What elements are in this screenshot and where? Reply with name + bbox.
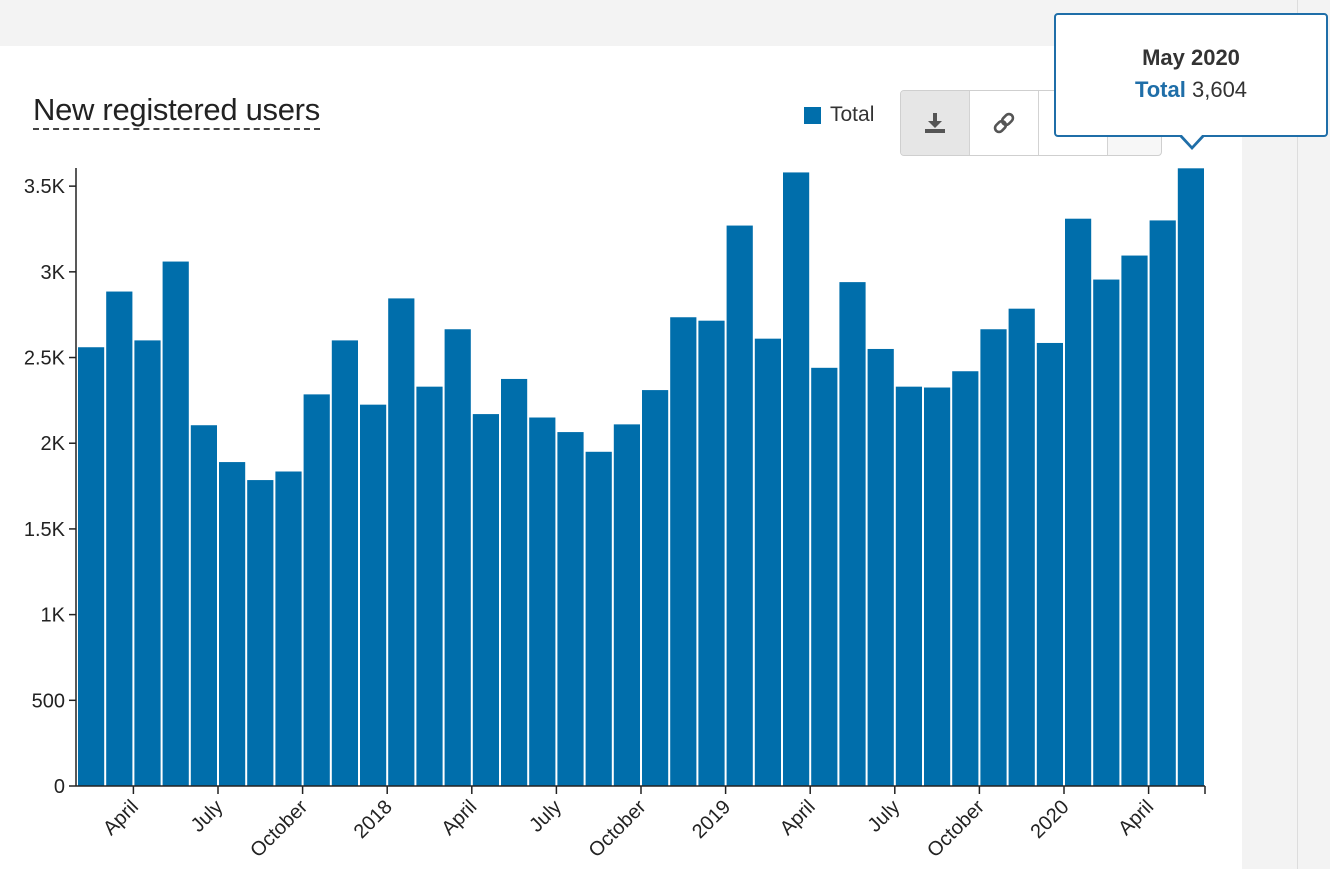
x-tick-label: October bbox=[246, 796, 312, 862]
bar[interactable] bbox=[134, 340, 161, 786]
bar-chart: 0 500 1K 1.5K 2K 2.5K 3K 3.5K April July October 2… bbox=[24, 168, 1206, 862]
bar[interactable] bbox=[1177, 168, 1204, 786]
bar[interactable] bbox=[529, 417, 556, 786]
bar[interactable] bbox=[247, 480, 274, 786]
chart-title[interactable]: New registered users bbox=[33, 92, 320, 130]
x-tick-label: April bbox=[1114, 796, 1158, 840]
bar[interactable] bbox=[754, 338, 781, 786]
link-icon bbox=[993, 112, 1015, 134]
bar[interactable] bbox=[219, 462, 246, 786]
bars bbox=[78, 168, 1204, 787]
bar[interactable] bbox=[1065, 218, 1092, 786]
bar[interactable] bbox=[190, 425, 217, 786]
tooltip-value: 3,604 bbox=[1191, 77, 1248, 102]
right-gutter bbox=[1242, 46, 1330, 869]
bar[interactable] bbox=[1036, 342, 1063, 786]
bar[interactable] bbox=[980, 329, 1007, 786]
x-tick-label: April bbox=[99, 796, 143, 840]
y-tick-label: 2K bbox=[41, 433, 66, 455]
bar[interactable] bbox=[162, 261, 189, 786]
x-axis: April July October 2018 April July October 2019… bbox=[76, 785, 1206, 862]
x-tick-label: 2020 bbox=[1027, 796, 1074, 843]
bar[interactable] bbox=[783, 172, 810, 786]
bar[interactable] bbox=[1149, 220, 1176, 787]
bar[interactable] bbox=[444, 329, 471, 786]
download-icon bbox=[925, 113, 945, 133]
bar[interactable] bbox=[698, 320, 725, 786]
x-tick-label: 2019 bbox=[688, 796, 735, 843]
x-tick-label: July bbox=[187, 796, 228, 837]
bar[interactable] bbox=[839, 282, 866, 786]
x-tick-label: July bbox=[525, 796, 566, 837]
x-tick-label: October bbox=[585, 796, 651, 862]
y-tick-label: 3.5K bbox=[24, 176, 66, 198]
y-tick-label: 2.5K bbox=[24, 348, 66, 370]
link-button[interactable] bbox=[970, 91, 1039, 155]
tooltip-date: May 2020 bbox=[1142, 45, 1240, 70]
tooltip-arrow-inner bbox=[1181, 134, 1203, 146]
bar[interactable] bbox=[867, 348, 894, 786]
y-tick-label: 1K bbox=[41, 605, 66, 627]
bar[interactable] bbox=[78, 347, 105, 786]
bar[interactable] bbox=[388, 298, 415, 786]
bar[interactable] bbox=[811, 367, 838, 786]
bar[interactable] bbox=[275, 471, 302, 787]
bar[interactable] bbox=[472, 414, 499, 786]
chart-legend[interactable]: Total bbox=[804, 102, 874, 128]
bar[interactable] bbox=[895, 386, 922, 786]
x-tick-label: 2018 bbox=[350, 796, 397, 843]
bar[interactable] bbox=[642, 390, 669, 786]
bar[interactable] bbox=[613, 424, 640, 786]
bar[interactable] bbox=[670, 317, 697, 786]
x-tick-label: April bbox=[776, 796, 820, 840]
y-tick-label: 0 bbox=[54, 776, 65, 798]
legend-label: Total bbox=[830, 103, 875, 126]
y-tick-label: 500 bbox=[32, 690, 65, 712]
legend-swatch bbox=[804, 106, 821, 124]
download-button[interactable] bbox=[901, 91, 970, 155]
bar[interactable] bbox=[557, 432, 584, 786]
right-divider bbox=[1297, 0, 1298, 869]
y-tick-label: 1.5K bbox=[24, 519, 66, 541]
bar[interactable] bbox=[924, 387, 951, 786]
bar[interactable] bbox=[501, 378, 528, 786]
tooltip-series: Total bbox=[1134, 77, 1186, 102]
tooltip: May 2020 Total 3,604 bbox=[1054, 13, 1328, 137]
x-tick-label: July bbox=[864, 796, 905, 837]
bar[interactable] bbox=[106, 291, 133, 786]
bar[interactable] bbox=[726, 225, 753, 786]
bar[interactable] bbox=[360, 404, 387, 786]
bar[interactable] bbox=[585, 451, 612, 786]
bar[interactable] bbox=[1008, 308, 1035, 786]
bar[interactable] bbox=[1121, 255, 1148, 787]
x-tick-label: October bbox=[923, 796, 989, 862]
y-tick-label: 3K bbox=[41, 262, 66, 284]
bar[interactable] bbox=[331, 340, 358, 786]
bar[interactable] bbox=[1093, 279, 1120, 786]
bar[interactable] bbox=[416, 386, 443, 786]
y-axis: 0 500 1K 1.5K 2K 2.5K 3K 3.5K bbox=[24, 168, 77, 798]
bar[interactable] bbox=[303, 394, 330, 786]
bar[interactable] bbox=[952, 371, 979, 786]
tooltip-row: Total 3,604 bbox=[1056, 77, 1326, 103]
x-tick-label: April bbox=[437, 796, 481, 840]
